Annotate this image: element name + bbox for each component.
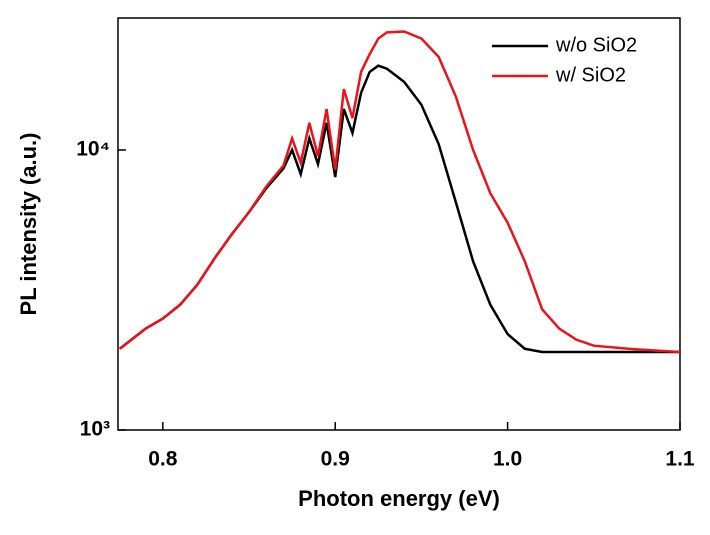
x-tick-label: 1.1 (665, 448, 695, 471)
x-tick-label: 0.9 (321, 448, 350, 471)
legend-label: w/ SiO2 (555, 64, 626, 86)
data-line (118, 30, 681, 354)
x-tick-label: 1.0 (493, 448, 522, 471)
plot-frame (117, 17, 681, 431)
y-tick-label: 10⁴ (76, 138, 110, 161)
y-axis-label: PL intensity (a.u.) (16, 133, 41, 316)
legend-label: w/o SiO2 (555, 34, 637, 56)
y-tick-label: 10³ (80, 418, 110, 441)
x-tick-label: 0.8 (148, 448, 178, 471)
x-axis-label: Photon energy (eV) (298, 486, 500, 511)
data-line (118, 64, 680, 354)
